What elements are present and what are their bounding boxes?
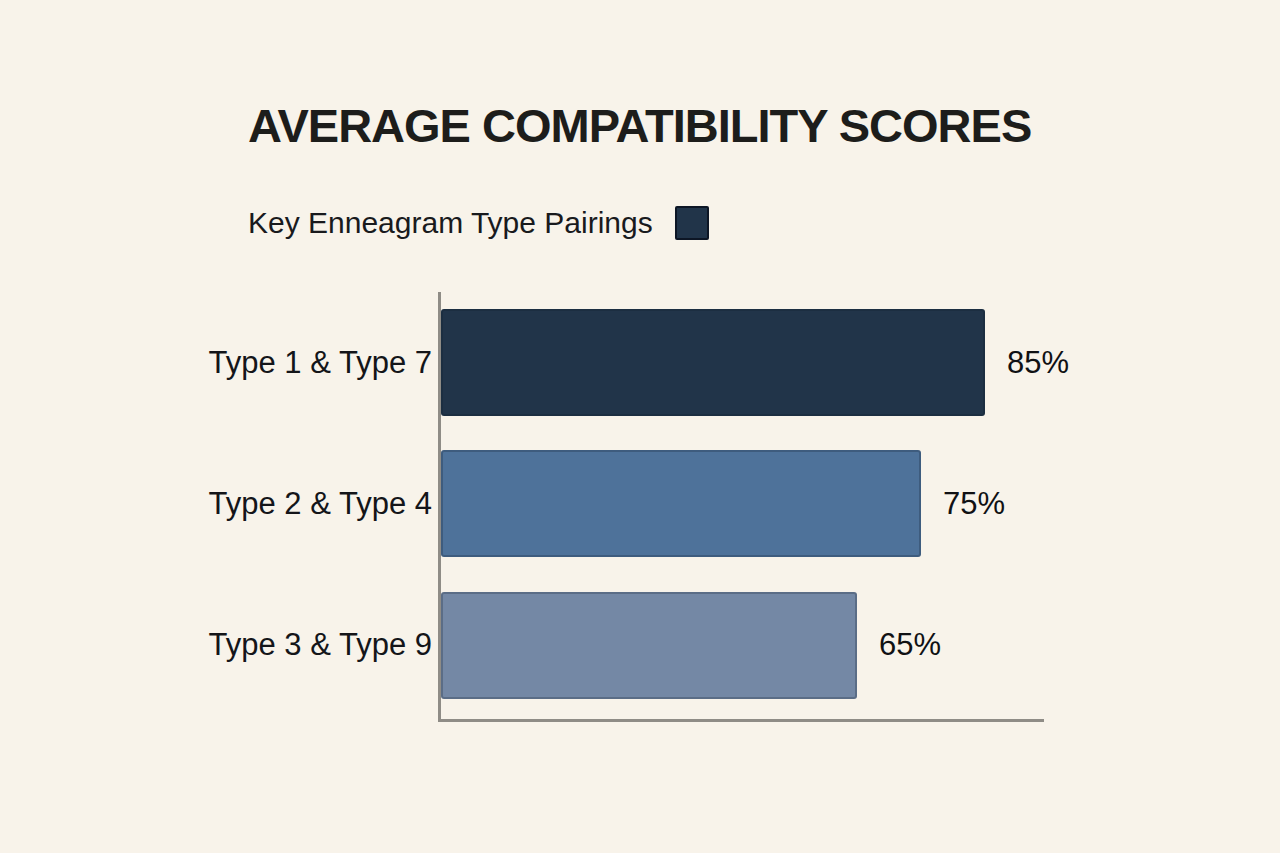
category-label: Type 3 & Type 9 <box>209 627 432 663</box>
value-label: 65% <box>879 627 941 663</box>
legend: Key Enneagram Type Pairings <box>248 204 709 242</box>
bar-row: Type 1 & Type 7 85% <box>441 292 1044 433</box>
bar-row: Type 3 & Type 9 65% <box>441 575 1044 716</box>
chart-title: AVERAGE COMPATIBILITY SCORES <box>248 98 1031 154</box>
bar-row: Type 2 & Type 4 75% <box>441 433 1044 574</box>
bar <box>441 450 921 557</box>
category-label: Type 1 & Type 7 <box>209 345 432 381</box>
legend-label: Key Enneagram Type Pairings <box>248 204 653 242</box>
bar <box>441 592 857 699</box>
bar <box>441 309 985 416</box>
bar-chart: Type 1 & Type 7 85% Type 2 & Type 4 75% … <box>438 292 1044 722</box>
value-label: 85% <box>1007 345 1069 381</box>
value-label: 75% <box>943 486 1005 522</box>
legend-swatch-icon <box>675 206 709 240</box>
category-label: Type 2 & Type 4 <box>209 486 432 522</box>
infographic-canvas: AVERAGE COMPATIBILITY SCORES Key Enneagr… <box>0 0 1280 853</box>
